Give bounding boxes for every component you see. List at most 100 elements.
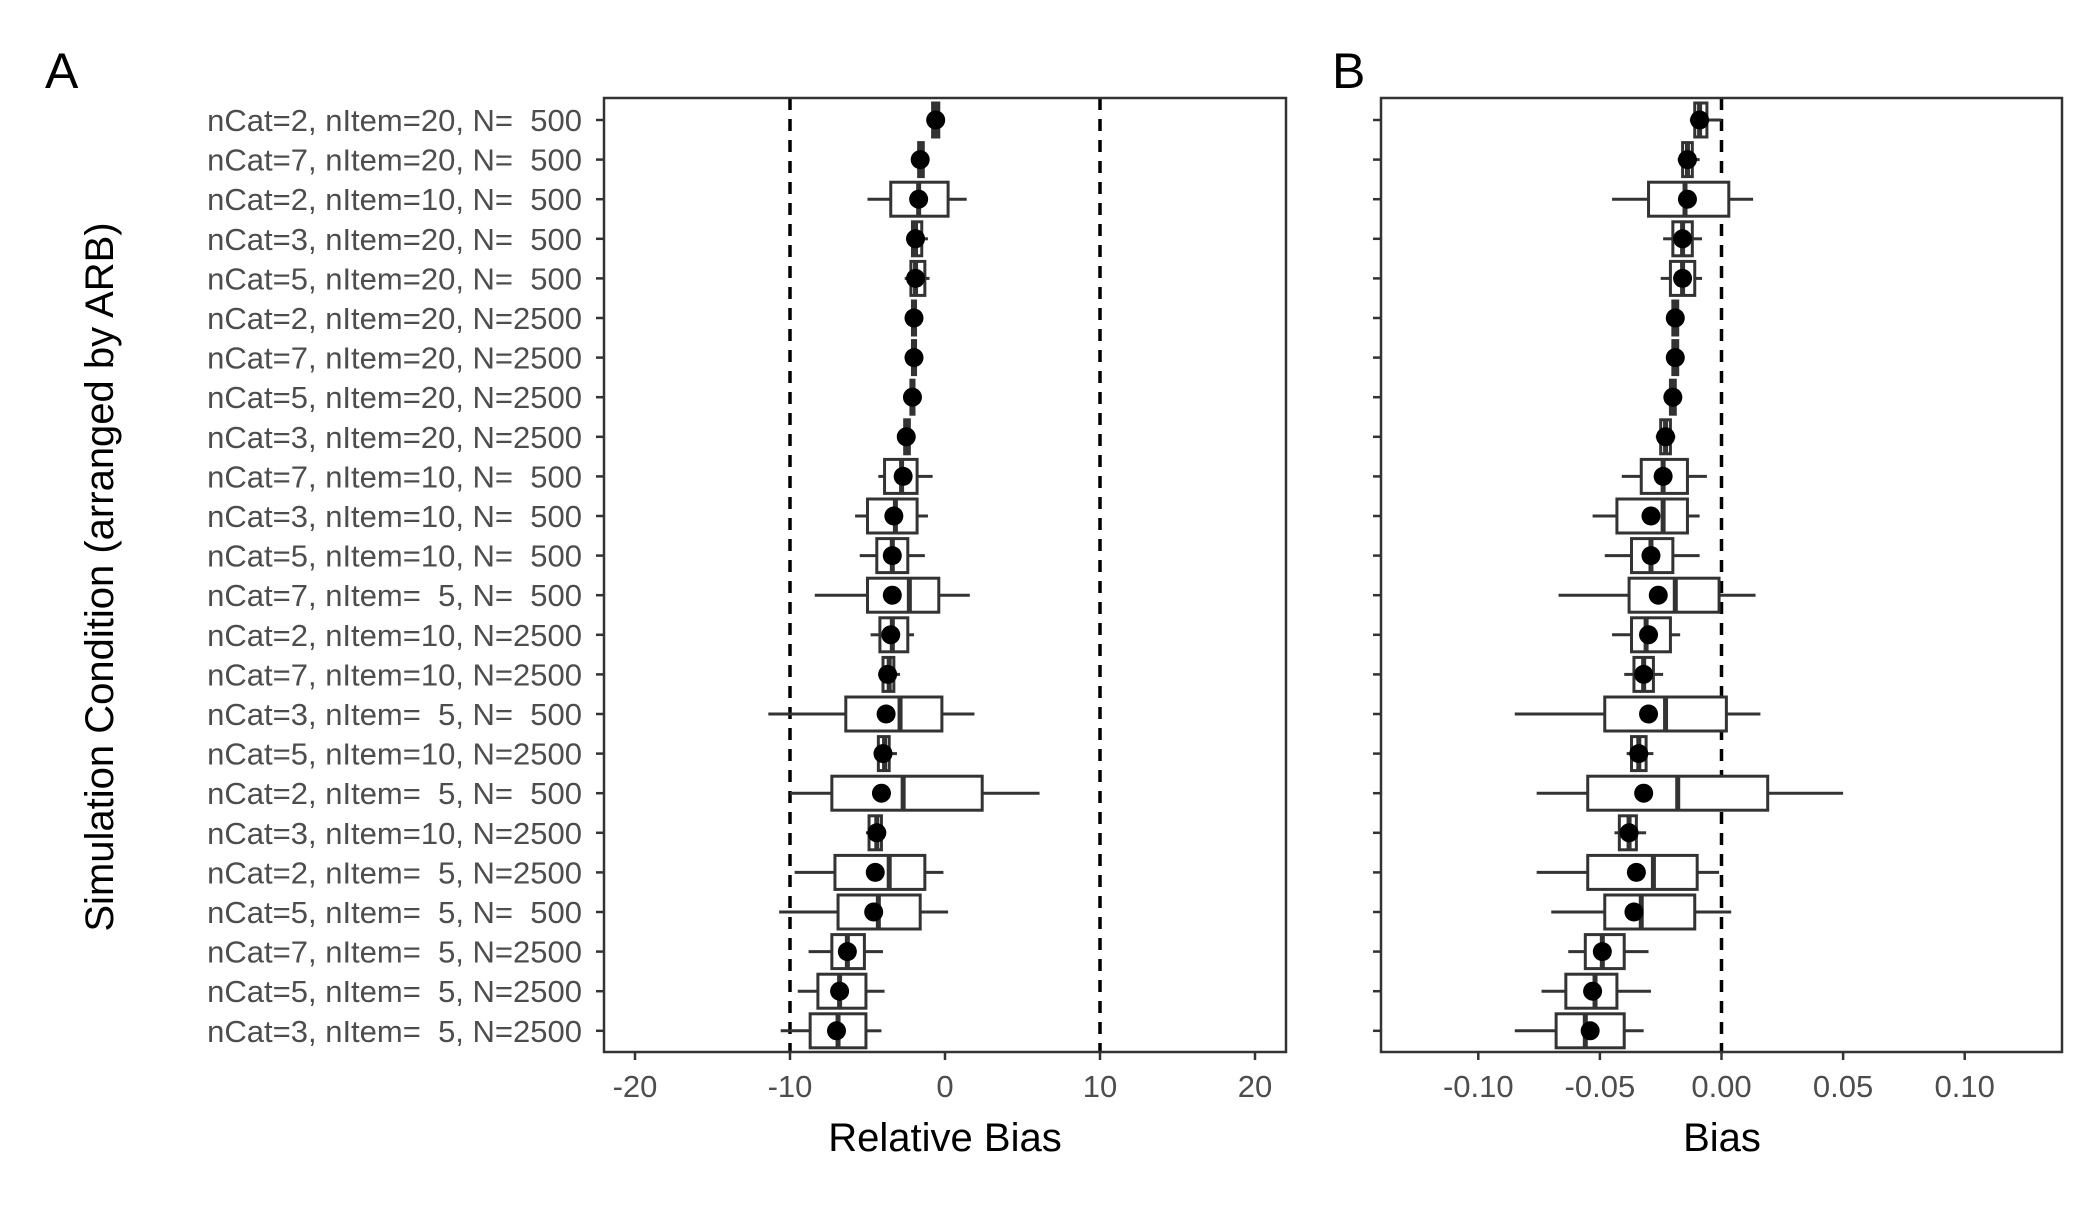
boxplot-a (779, 893, 949, 931)
mean-point (878, 664, 898, 684)
panel-border-b (1379, 96, 2064, 1054)
boxplot-a (910, 141, 930, 179)
boxplot-a (814, 576, 970, 614)
mean-point (904, 308, 924, 328)
boxplot-b (1568, 933, 1649, 971)
boxplot-a (794, 853, 944, 891)
mean-point (1663, 387, 1683, 407)
boxplot-b (1663, 220, 1703, 258)
boxplot-a (904, 299, 924, 337)
category-label: nCat=5, nItem=20, N=2500 (207, 380, 582, 415)
mean-point (1592, 942, 1612, 962)
mean-point (1634, 664, 1654, 684)
box (1603, 893, 1697, 931)
category-label: nCat=5, nItem=10, N= 500 (207, 539, 582, 574)
x-tick-label-a: -20 (613, 1069, 658, 1104)
mean-point (1580, 1021, 1600, 1041)
mean-point (1648, 585, 1668, 605)
y-axis-title: Simulation Condition (arranged by ARB) (78, 222, 122, 931)
mean-point (827, 1021, 846, 1041)
mean-point (1673, 268, 1693, 288)
mean-point (873, 744, 893, 764)
mean-point (1665, 348, 1685, 368)
category-label: nCat=5, nItem= 5, N= 500 (207, 895, 582, 930)
x-axis-title-b: Bias (1683, 1116, 1761, 1160)
boxplot-b (1558, 576, 1756, 614)
boxplot-a (768, 695, 975, 733)
mean-point (1656, 427, 1676, 447)
boxplot-b (1536, 774, 1844, 812)
boxplot-a (873, 735, 897, 773)
mean-point (906, 268, 926, 288)
category-label: nCat=3, nItem=20, N= 500 (207, 222, 582, 257)
boxplot-a (808, 933, 883, 971)
box (830, 774, 984, 812)
boxplot-a (902, 378, 922, 416)
mean-point (1639, 704, 1659, 724)
x-tick-label-b: 0.05 (1813, 1069, 1873, 1104)
boxplot-b (1604, 537, 1700, 575)
category-label: nCat=3, nItem=20, N=2500 (207, 420, 582, 455)
boxplot-a (896, 418, 916, 456)
mean-point (896, 427, 916, 447)
boxplot-b (1655, 418, 1676, 456)
boxplot-a (865, 814, 887, 852)
x-tick-label-a: -10 (768, 1069, 813, 1104)
boxplot-a (867, 180, 967, 218)
boxplot-b (1592, 497, 1700, 535)
panel-border-a (602, 96, 1288, 1054)
boxplot-b (1624, 655, 1664, 693)
mean-point (884, 506, 904, 526)
mean-point (1677, 150, 1697, 170)
mean-point (1673, 229, 1693, 249)
category-label: nCat=7, nItem=20, N=2500 (207, 341, 582, 376)
x-tick-label-b: 0.10 (1935, 1069, 1995, 1104)
boxplot-b (1612, 180, 1754, 218)
category-label: nCat=7, nItem= 5, N=2500 (207, 935, 582, 970)
boxplot-a (780, 1012, 882, 1050)
mean-point (830, 981, 850, 1001)
mean-point (904, 348, 924, 368)
boxplot-a (904, 339, 924, 377)
boxplot-b (1665, 299, 1685, 337)
mean-point (882, 585, 902, 605)
category-label: nCat=7, nItem= 5, N= 500 (207, 578, 582, 613)
category-label: nCat=2, nItem= 5, N= 500 (207, 776, 582, 811)
category-label: nCat=7, nItem=10, N= 500 (207, 459, 582, 494)
category-label: nCat=3, nItem=10, N=2500 (207, 816, 582, 851)
boxplot-a (855, 497, 928, 535)
mean-point (1677, 189, 1697, 209)
x-axis-title-a: Relative Bias (828, 1116, 1061, 1160)
panel-letter-b: B (1332, 43, 1365, 99)
category-label: nCat=3, nItem=10, N= 500 (207, 499, 582, 534)
mean-point (906, 229, 926, 249)
panel-b: -0.10 -0.05 0.00 0.05 0.10 (1373, 96, 2064, 1104)
mean-point (837, 942, 857, 962)
mean-point (864, 902, 884, 922)
x-tick-label-a: 0 (936, 1069, 953, 1104)
mean-point (882, 546, 902, 566)
mean-point (1641, 546, 1661, 566)
x-tick-label-b: 0.00 (1691, 1069, 1751, 1104)
mean-point (876, 704, 896, 724)
category-label: nCat=2, nItem=10, N= 500 (207, 182, 582, 217)
x-tick-label-a: 20 (1238, 1069, 1272, 1104)
category-label: nCat=7, nItem=10, N=2500 (207, 657, 582, 692)
mean-point (1629, 744, 1649, 764)
boxplot-a (878, 655, 901, 693)
category-label: nCat=2, nItem=10, N=2500 (207, 618, 582, 653)
mean-point (1665, 308, 1685, 328)
category-label: nCat=2, nItem= 5, N=2500 (207, 855, 582, 890)
boxplot-a (870, 616, 914, 654)
boxplot-b (1514, 1012, 1644, 1050)
mean-point (1641, 506, 1661, 526)
boxplot-b (1665, 339, 1685, 377)
boxplot-b (1621, 457, 1707, 495)
mean-point (881, 625, 901, 645)
mean-point (1653, 466, 1673, 486)
boxplot-b (1612, 616, 1681, 654)
category-label: nCat=5, nItem= 5, N=2500 (207, 974, 582, 1009)
boxplot-b (1514, 695, 1761, 733)
mean-point (1626, 862, 1646, 882)
